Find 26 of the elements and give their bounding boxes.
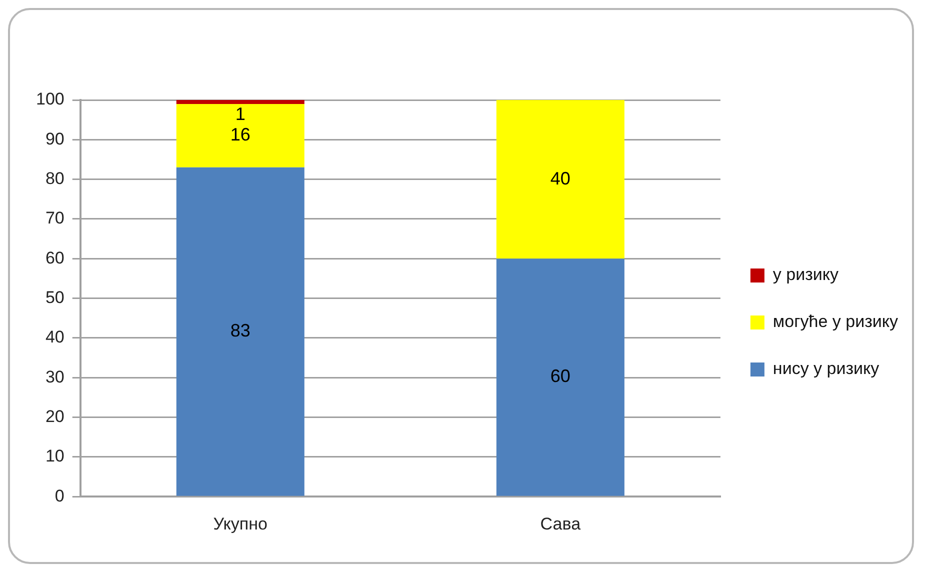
data-label: 40 <box>550 168 570 188</box>
x-tick-label: Сава <box>540 514 582 534</box>
y-tick-label: 100 <box>36 90 64 109</box>
bar <box>496 100 624 259</box>
y-tick-label: 90 <box>45 129 64 148</box>
bar <box>176 100 304 104</box>
data-label: 83 <box>230 320 250 341</box>
y-tick-label: 80 <box>45 169 64 188</box>
data-label: 1 <box>235 104 246 124</box>
legend-label: могуће у ризику <box>772 312 898 332</box>
y-tick-label: 60 <box>45 248 64 268</box>
y-tick-label: 10 <box>45 446 64 466</box>
y-tick-label: 30 <box>45 367 64 386</box>
y-tick-label: 20 <box>45 406 64 426</box>
legend-label: нису у ризику <box>772 359 880 378</box>
data-label: 16 <box>230 124 250 145</box>
x-tick-label: Укупно <box>213 514 268 534</box>
bar <box>176 104 304 168</box>
y-tick-label: 0 <box>54 486 64 506</box>
y-tick-label: 50 <box>45 288 64 307</box>
y-tick-label: 70 <box>45 208 64 228</box>
bar <box>176 167 304 496</box>
bar <box>496 258 624 496</box>
y-tick-label: 40 <box>45 328 64 347</box>
legend-label: у ризику <box>772 265 840 284</box>
data-label: 60 <box>550 366 570 386</box>
